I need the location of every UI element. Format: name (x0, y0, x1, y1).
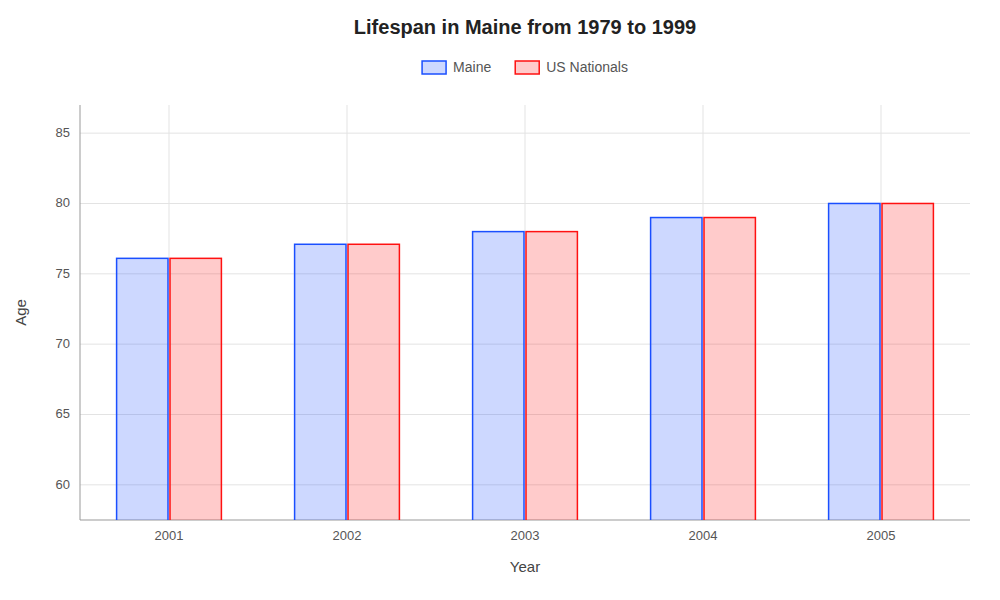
bar (526, 232, 577, 520)
bar (882, 203, 933, 520)
legend-swatch (422, 61, 446, 74)
bar (651, 218, 702, 520)
x-tick-label: 2001 (155, 528, 184, 543)
chart-container: 60 65 70 75 80 85 2001 2002 2003 2004 2005 Lifespan… (0, 0, 1000, 600)
y-tick-label: 75 (56, 266, 70, 281)
chart-title: Lifespan in Maine from 1979 to 1999 (354, 16, 696, 38)
y-axis-label: Age (12, 299, 29, 326)
bar (117, 258, 168, 520)
bar (295, 244, 346, 520)
y-tick-label: 70 (56, 336, 70, 351)
y-axis-line (80, 105, 81, 520)
axes: 60 65 70 75 80 85 2001 2002 2003 2004 2005 (56, 105, 970, 543)
bar (348, 244, 399, 520)
legend-item: US Nationals (515, 59, 628, 75)
bar (704, 218, 755, 520)
y-tick-label: 85 (56, 125, 70, 140)
x-tick-label: 2005 (867, 528, 896, 543)
y-tick-label: 60 (56, 477, 70, 492)
x-tick-label: 2004 (689, 528, 718, 543)
legend-label: US Nationals (546, 59, 628, 75)
legend-swatch (515, 61, 539, 74)
legend: Maine US Nationals (422, 59, 628, 75)
x-axis-label: Year (510, 558, 540, 575)
chart-svg: 60 65 70 75 80 85 2001 2002 2003 2004 2005 Lifespan… (0, 0, 1000, 600)
y-tick-label: 80 (56, 195, 70, 210)
x-tick-label: 2003 (511, 528, 540, 543)
bar (829, 203, 880, 520)
y-tick-label: 65 (56, 406, 70, 421)
legend-label: Maine (453, 59, 491, 75)
bars (117, 203, 934, 520)
legend-item: Maine (422, 59, 491, 75)
x-tick-label: 2002 (333, 528, 362, 543)
bar (473, 232, 524, 520)
bar (170, 258, 221, 520)
